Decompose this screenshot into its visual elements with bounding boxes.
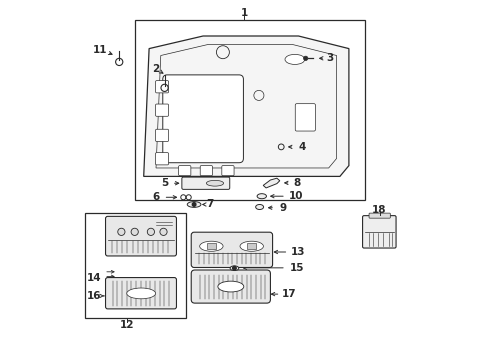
Ellipse shape bbox=[199, 241, 223, 251]
Ellipse shape bbox=[285, 54, 304, 64]
FancyBboxPatch shape bbox=[222, 166, 234, 176]
Bar bbox=[206, 243, 215, 249]
Polygon shape bbox=[263, 178, 279, 188]
Text: 4: 4 bbox=[298, 142, 305, 152]
Text: 17: 17 bbox=[282, 289, 296, 299]
Text: 15: 15 bbox=[289, 263, 304, 273]
Text: 2: 2 bbox=[152, 64, 159, 74]
FancyBboxPatch shape bbox=[200, 166, 212, 176]
Circle shape bbox=[303, 56, 307, 60]
Circle shape bbox=[131, 228, 138, 235]
Circle shape bbox=[118, 228, 125, 235]
FancyBboxPatch shape bbox=[155, 81, 168, 93]
Circle shape bbox=[147, 228, 154, 235]
Text: 5: 5 bbox=[161, 178, 168, 188]
FancyBboxPatch shape bbox=[105, 216, 176, 256]
FancyBboxPatch shape bbox=[295, 104, 315, 131]
Bar bbox=[247, 243, 256, 249]
Text: 9: 9 bbox=[279, 203, 286, 213]
Ellipse shape bbox=[230, 266, 238, 271]
Polygon shape bbox=[143, 36, 348, 176]
FancyBboxPatch shape bbox=[191, 232, 272, 267]
Text: 12: 12 bbox=[120, 320, 135, 330]
Ellipse shape bbox=[240, 241, 263, 251]
Bar bbox=[134, 20, 365, 200]
FancyBboxPatch shape bbox=[178, 166, 190, 176]
Text: 7: 7 bbox=[206, 199, 214, 210]
FancyBboxPatch shape bbox=[105, 278, 176, 309]
Ellipse shape bbox=[187, 202, 201, 207]
FancyBboxPatch shape bbox=[155, 153, 168, 165]
FancyBboxPatch shape bbox=[191, 270, 270, 303]
Circle shape bbox=[232, 266, 236, 270]
Bar bbox=[85, 213, 186, 318]
Text: 1: 1 bbox=[241, 8, 247, 18]
Ellipse shape bbox=[206, 180, 223, 186]
Text: 6: 6 bbox=[152, 192, 160, 202]
Text: 3: 3 bbox=[326, 53, 333, 63]
Text: 16: 16 bbox=[86, 291, 101, 301]
Text: 11: 11 bbox=[92, 45, 107, 55]
Text: 18: 18 bbox=[371, 204, 386, 215]
FancyBboxPatch shape bbox=[362, 216, 395, 248]
Circle shape bbox=[160, 228, 167, 235]
Circle shape bbox=[192, 203, 196, 206]
FancyBboxPatch shape bbox=[182, 177, 229, 189]
FancyBboxPatch shape bbox=[368, 213, 389, 218]
Text: 8: 8 bbox=[292, 178, 300, 188]
Text: 10: 10 bbox=[288, 191, 302, 201]
FancyBboxPatch shape bbox=[155, 104, 168, 116]
Ellipse shape bbox=[257, 194, 266, 199]
FancyBboxPatch shape bbox=[163, 75, 243, 163]
Text: 13: 13 bbox=[290, 247, 305, 257]
Text: 14: 14 bbox=[86, 273, 101, 283]
FancyBboxPatch shape bbox=[155, 129, 168, 141]
Ellipse shape bbox=[255, 204, 263, 210]
Ellipse shape bbox=[126, 288, 155, 299]
Ellipse shape bbox=[218, 281, 244, 292]
